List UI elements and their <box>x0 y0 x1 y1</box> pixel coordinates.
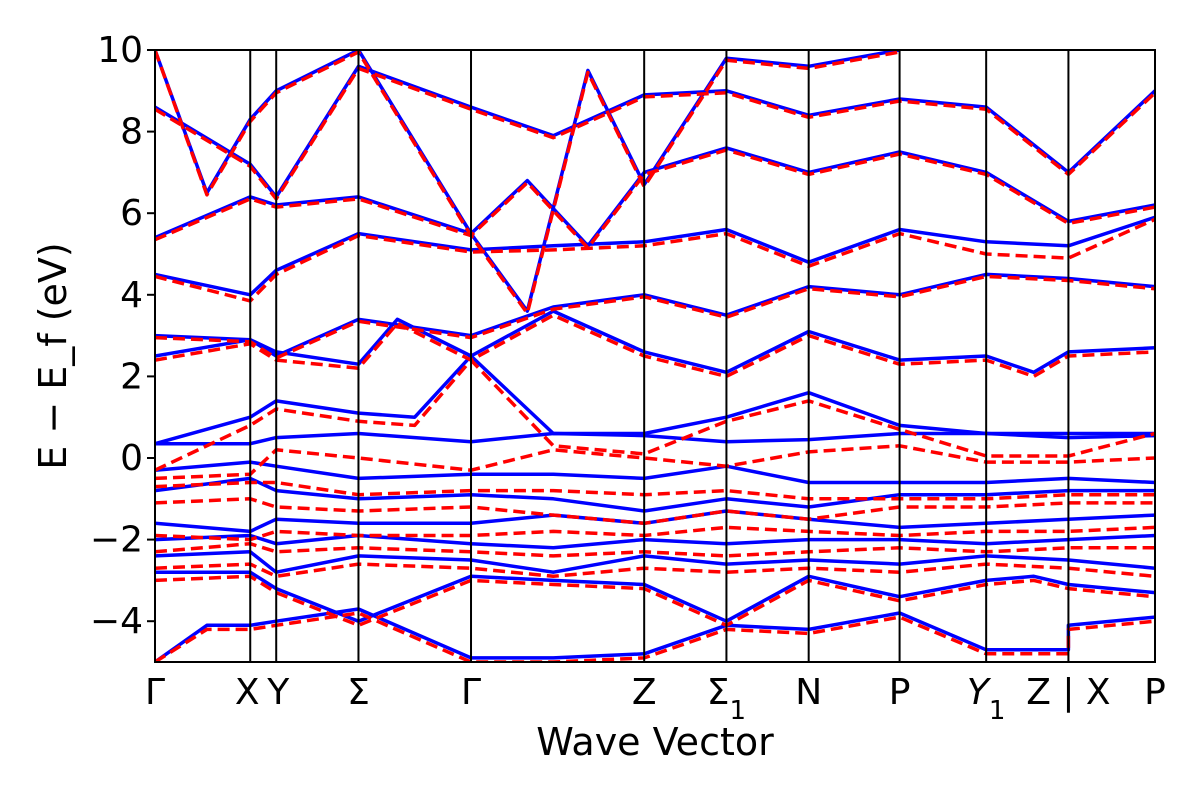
x-tick-label-10: Z | X <box>1026 672 1110 713</box>
y-axis-ticks: −4 −2 0 2 4 6 8 10 <box>90 30 155 642</box>
band-line-solid-3 <box>155 272 1155 358</box>
band-line-dashed-10 <box>155 541 1155 558</box>
band-line-dashed-9 <box>155 525 1155 542</box>
x-axis-ticks: Γ X Y Σ Γ Z Σ1 N P Y1 Z | X P <box>145 672 1166 726</box>
band-line-solid-6 <box>155 431 1155 446</box>
x-tick-label-1: X <box>235 672 260 713</box>
band-line-dashed-14 <box>155 50 900 315</box>
x-tick-label-3: Σ <box>347 672 370 713</box>
x-tick-label-0: Γ <box>145 672 165 713</box>
band-line-solid-10 <box>155 533 1155 550</box>
x-tick-label-2: Y <box>266 672 290 713</box>
band-line-solid-1 <box>155 146 1155 248</box>
band-line-solid-12 <box>155 570 1155 623</box>
band-line-dashed-5 <box>155 358 1155 472</box>
band-line-dashed-3 <box>155 274 1155 360</box>
band-line-solid-0 <box>155 64 1155 199</box>
x-tick-label-5: Z <box>632 672 657 713</box>
x-tick-label-9: Y1 <box>967 672 1006 726</box>
x-axis-title: Wave Vector <box>536 720 774 764</box>
band-line-dashed-2 <box>155 217 1155 303</box>
high-symmetry-lines <box>249 50 1070 662</box>
y-tick-label-6: 8 <box>120 112 143 153</box>
band-line-solid-7 <box>155 460 1155 485</box>
x-tick-label-11: P <box>1144 672 1166 713</box>
band-line-dashed-1 <box>155 148 1155 250</box>
y-tick-label-2: 0 <box>120 438 143 479</box>
band-line-solid-9 <box>155 509 1155 534</box>
plot-frame <box>154 49 1156 663</box>
y-tick-label-1: −2 <box>90 520 143 561</box>
band-line-solid-5 <box>155 354 1155 446</box>
y-tick-label-0: −4 <box>90 601 143 642</box>
x-tick-label-8: P <box>889 672 911 713</box>
y-tick-label-3: 2 <box>120 356 143 397</box>
y-tick-label-5: 6 <box>120 193 143 234</box>
band-line-dashed-4 <box>155 313 1155 379</box>
x-tick-label-7: N <box>795 672 822 713</box>
y-tick-label-4: 4 <box>120 275 143 316</box>
band-lines <box>155 50 1155 662</box>
band-line-dashed-13 <box>155 611 1155 662</box>
x-tick-label-4: Γ <box>461 672 481 713</box>
y-tick-label-7: 10 <box>97 30 143 71</box>
band-line-dashed-0 <box>155 66 1155 201</box>
y-axis-title: E − E_f (eV) <box>31 242 75 470</box>
band-line-dashed-7 <box>155 480 1155 501</box>
x-tick-label-6: Σ1 <box>707 672 746 726</box>
